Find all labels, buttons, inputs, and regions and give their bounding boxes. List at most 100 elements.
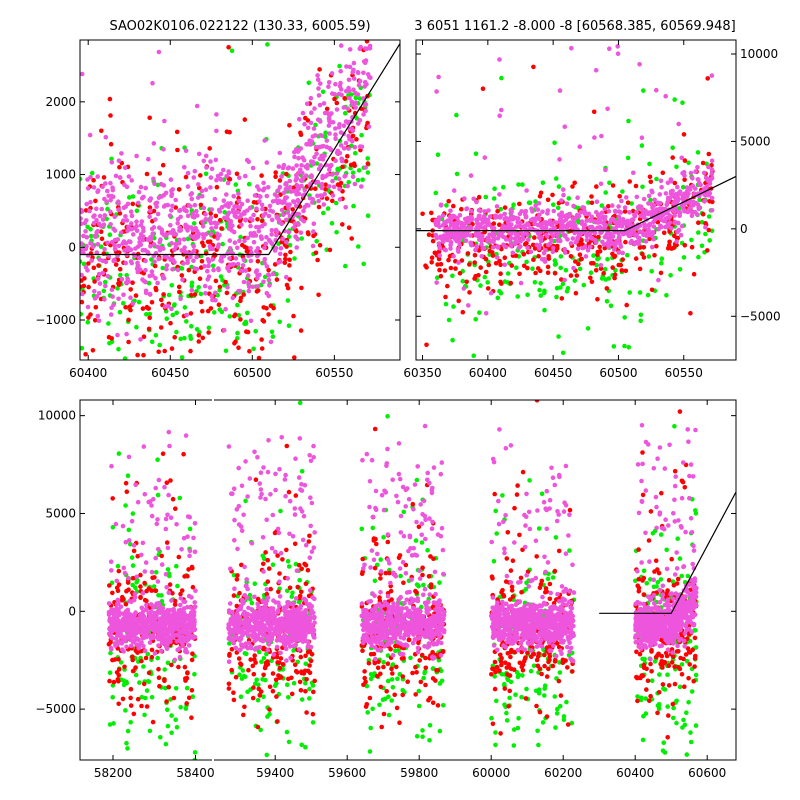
panel-3-point-red [189,688,195,693]
panel-1-point-magenta [201,235,206,241]
panel-2-point-red [568,253,574,259]
panel-2-point-magenta [671,201,676,206]
panel-3-point-magenta [168,515,174,520]
panel-3-point-magenta [122,570,128,576]
panel-2-point-green [558,265,563,271]
panel-1-point-magenta [250,284,255,290]
panel-2-point-green [645,292,651,298]
panel-1-point-green [101,288,107,294]
panel-1-point-magenta [336,91,342,97]
panel-1-point-magenta [201,158,207,164]
panel-2-point-green [527,200,533,206]
panel-3-point-green [253,681,258,686]
panel-2-point-magenta [617,216,622,222]
panel-3-point-green [299,697,305,702]
panel-1-point-magenta [191,175,197,180]
panel-1-point-magenta [200,224,206,229]
panel-1-xtick-label: 60500 [233,366,271,380]
panel-1-point-red [238,317,243,322]
panel-2-point-magenta [508,207,514,213]
panel-3-point-green [125,728,131,734]
panel-2-point-green [532,280,538,285]
panel-2-point-magenta [668,189,674,194]
panel-3-point-green [291,648,296,653]
panel-1-point-magenta [85,268,90,273]
panel-3-point-magenta [131,632,136,637]
panel-2-point-green [552,262,558,267]
panel-2-point-magenta [486,208,491,213]
panel-3-point-red [261,561,266,567]
panel-1-point-green [292,256,297,261]
panel-1-point-green [117,309,123,315]
panel-2-point-magenta [550,249,556,255]
panel-3-point-red [299,670,305,676]
panel-1-point-magenta [257,199,262,204]
panel-2-point-magenta [705,178,711,183]
panel-1-point-magenta [259,202,265,208]
panel-1-point-magenta [351,87,356,92]
panel-2-point-magenta [469,217,475,222]
panel-2-point-magenta [637,204,642,209]
panel-2-point-magenta [649,244,655,250]
panel-1-point-magenta [188,234,194,239]
panel-1-point-magenta [194,266,200,272]
panel-1-point-magenta [235,245,240,251]
panel-1-point-magenta [109,287,115,293]
panel-2-point-magenta [632,241,637,247]
panel-2-point-magenta [689,213,695,219]
panel-1-point-magenta [103,283,108,289]
panel-2-point-red [594,184,599,189]
panel-3-point-red [229,667,234,673]
panel-1-point-magenta [196,151,202,157]
panel-1-point-magenta [352,144,358,150]
panel-1-point-magenta [246,288,252,294]
panel-2-point-red [517,201,522,207]
panel-3-point-magenta [123,539,129,545]
panel-1-point-magenta [276,219,282,224]
panel-3-point-green [256,649,262,655]
panel-2-point-magenta [616,231,621,236]
panel-2-point-red [672,180,678,186]
panel-3-point-magenta [179,547,184,552]
panel-3-point-magenta [291,643,297,649]
panel-1-point-red [147,315,152,321]
panel-2-point-green [554,285,560,291]
panel-3-point-magenta [113,607,118,612]
panel-2-point-red [486,262,492,268]
panel-1-point-magenta [352,181,358,187]
panel-3-point-red [116,657,121,662]
panel-1-point-red [313,186,318,191]
panel-1-point-magenta [363,165,368,170]
panel-1-point-magenta [230,223,235,228]
panel-3-point-green [270,562,276,567]
panel-1-point-magenta [268,339,274,345]
panel-2-point-magenta [702,186,707,191]
panel-1-point-magenta [318,193,324,198]
panel-2-point-green [674,164,679,170]
panel-1-point-magenta [140,225,146,231]
panel-1-point-magenta [80,249,85,254]
panel-1-point-magenta [161,183,167,188]
panel-3-point-red [286,676,291,682]
panel-1-point-magenta [350,174,356,179]
panel-2-point-green [707,238,712,243]
panel-2-point-green [626,344,632,350]
panel-1-point-magenta [80,291,85,297]
panel-1-ytick-label: 2000 [45,95,76,109]
panel-1-point-magenta [119,151,124,156]
panel-1-point-red [128,307,133,313]
panel-1-point-magenta [350,138,355,144]
panel-2-point-red [467,290,472,295]
panel-3-point-magenta [274,644,280,650]
panel-3-point-magenta [188,622,193,627]
panel-1-point-magenta [214,112,219,117]
panel-2-point-magenta [646,210,652,215]
panel-1-point-magenta [139,219,145,224]
panel-3-point-red [280,662,286,667]
panel-2-point-green [485,280,491,285]
panel-3-point-red [306,593,312,599]
panel-2-point-magenta [571,265,576,271]
panel-1-point-red [259,218,265,224]
panel-1-point-magenta [122,248,127,253]
panel-1-point-magenta [191,258,196,264]
